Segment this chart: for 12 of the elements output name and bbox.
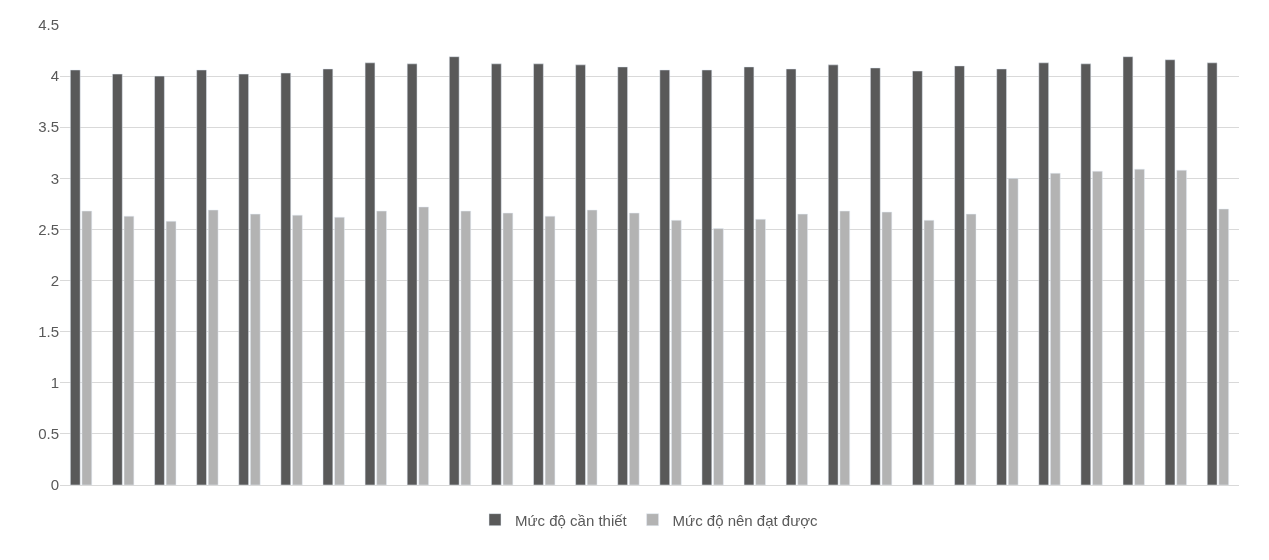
y-tick-label: 2.5 <box>38 220 59 238</box>
y-tick-label: 4.5 <box>38 16 59 34</box>
y-tick-label: 4 <box>50 67 59 85</box>
y-tick-label: 3 <box>50 169 59 187</box>
y-tick-label: 2 <box>50 271 59 289</box>
y-tick-label: 3.5 <box>38 118 59 136</box>
y-tick-label: 1 <box>50 374 59 392</box>
y-tick-label: 0.5 <box>38 425 59 443</box>
legend-label: Mức độ cần thiết <box>515 511 628 529</box>
y-tick-label: 0 <box>50 476 59 494</box>
y-tick-label: 1.5 <box>38 322 59 340</box>
legend-label: Mức độ nên đạt được <box>672 511 819 529</box>
